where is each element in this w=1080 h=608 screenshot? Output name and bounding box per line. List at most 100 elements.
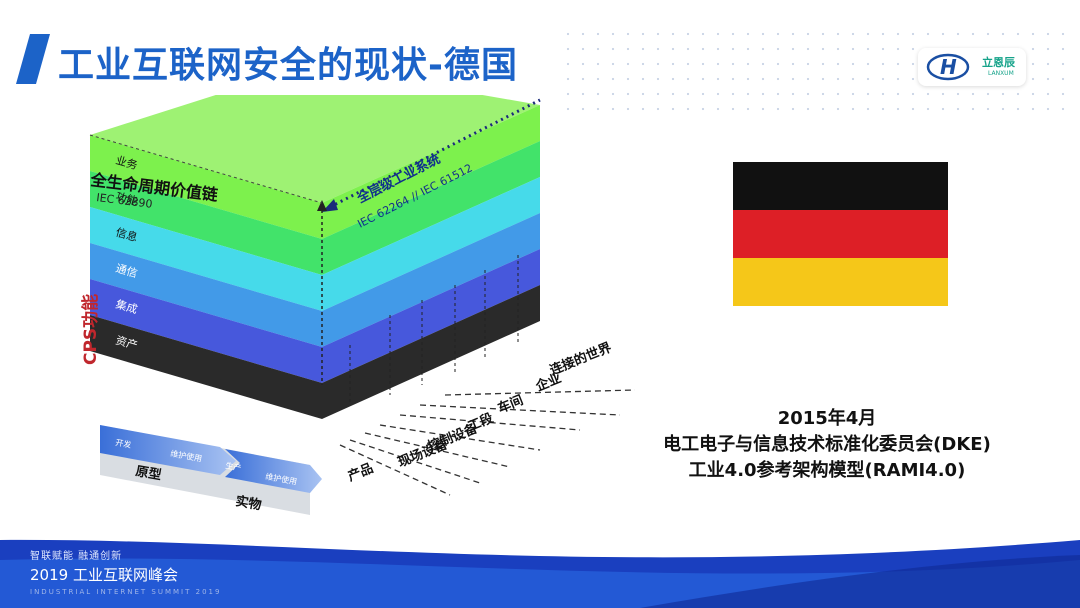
lifecycle-base: 开发 维护使用 生产 维护使用 原型 实物 [100, 425, 322, 515]
grid-dot [851, 107, 855, 111]
grid-dot [851, 92, 855, 96]
cps-label: CPS功能 [80, 294, 101, 365]
caption-date: 2015年4月 [777, 408, 877, 429]
hierarchy-arrowhead-icon [322, 199, 338, 212]
layer-label: 业务 [114, 154, 139, 173]
grid-dot [716, 107, 720, 111]
footer-summit-en: INDUSTRIAL INTERNET SUMMIT 2019 [30, 588, 222, 596]
grid-dot [956, 32, 960, 36]
grid-dot [671, 47, 675, 51]
grid-dot [836, 77, 840, 81]
layer-label: 资产 [114, 333, 139, 353]
grid-dot [731, 32, 735, 36]
grid-dot [671, 62, 675, 66]
layer-label: 通信 [114, 262, 139, 281]
grid-dot [956, 92, 960, 96]
grid-dot [866, 77, 870, 81]
hierarchy-level-label: 产品 [346, 460, 376, 485]
grid-dot [731, 92, 735, 96]
grid-dot [1016, 107, 1020, 111]
grid-dot [566, 32, 570, 36]
grid-dot [776, 107, 780, 111]
grid-dot [881, 32, 885, 36]
grid-dot [896, 107, 900, 111]
grid-dot [671, 32, 675, 36]
grid-dot [1046, 47, 1050, 51]
grid-dot [776, 32, 780, 36]
grid-dot [821, 62, 825, 66]
grid-dot [1061, 32, 1065, 36]
grid-dot [701, 32, 705, 36]
dot-grid-decoration [566, 32, 1065, 111]
layer-band [90, 177, 540, 311]
grid-dot [866, 92, 870, 96]
grid-dot [821, 107, 825, 111]
grid-dot [566, 62, 570, 66]
grid-dot [656, 47, 660, 51]
grid-dot [1031, 62, 1035, 66]
layer-axis-arrow-icon [317, 200, 327, 211]
grid-dot [701, 62, 705, 66]
grid-dot [821, 32, 825, 36]
grid-dot [776, 62, 780, 66]
grid-dot [761, 47, 765, 51]
grid-dot [926, 32, 930, 36]
grid-dot [791, 92, 795, 96]
grid-dot [1031, 77, 1035, 81]
grid-dot [896, 32, 900, 36]
grid-dot [971, 107, 975, 111]
grid-dot [731, 47, 735, 51]
grid-dot [656, 32, 660, 36]
grid-dot [911, 62, 915, 66]
layer-label: 功能 [114, 189, 139, 209]
grid-dot [896, 77, 900, 81]
grid-dot [611, 32, 615, 36]
grid-dot [911, 32, 915, 36]
grid-dot [686, 47, 690, 51]
grid-dot [596, 107, 600, 111]
layer-band [90, 213, 540, 347]
grid-dot [926, 107, 930, 111]
grid-dot [581, 62, 585, 66]
grid-dot [746, 77, 750, 81]
footer-summit: 2019 工业互联网峰会 [30, 566, 178, 584]
lifecycle-step: 开发 [115, 437, 132, 450]
grid-dot [611, 107, 615, 111]
grid-dot [881, 77, 885, 81]
grid-dot [866, 47, 870, 51]
title-accent-icon [16, 34, 50, 84]
grid-dot [881, 62, 885, 66]
grid-dot [656, 77, 660, 81]
grid-dot [701, 77, 705, 81]
caption-model: 工业4.0参考架构模型(RAMI4.0) [688, 460, 966, 481]
hierarchy-level-lines [339, 389, 636, 496]
grid-dot [566, 77, 570, 81]
grid-dot [911, 92, 915, 96]
footer-tagline: 智联赋能 融通创新 [30, 551, 123, 562]
grid-dot [626, 107, 630, 111]
grid-dot [641, 107, 645, 111]
grid-dot [791, 77, 795, 81]
grid-dot [911, 47, 915, 51]
grid-dot [1001, 92, 1005, 96]
grid-dot [1046, 92, 1050, 96]
grid-dot [596, 92, 600, 96]
grid-dot [686, 32, 690, 36]
grid-dot [686, 62, 690, 66]
logo-subtext: LANXUM [988, 70, 1014, 77]
grid-dot [986, 32, 990, 36]
grid-dot [1046, 77, 1050, 81]
grid-dot [686, 107, 690, 111]
grid-dot [896, 92, 900, 96]
grid-dot [941, 32, 945, 36]
grid-dot [566, 92, 570, 96]
grid-dot [806, 32, 810, 36]
grid-dot [1061, 47, 1065, 51]
grid-dot [836, 32, 840, 36]
grid-dot [821, 92, 825, 96]
grid-dot [836, 107, 840, 111]
grid-dot [806, 62, 810, 66]
page-title: 工业互联网安全的现状-德国 [58, 45, 518, 86]
